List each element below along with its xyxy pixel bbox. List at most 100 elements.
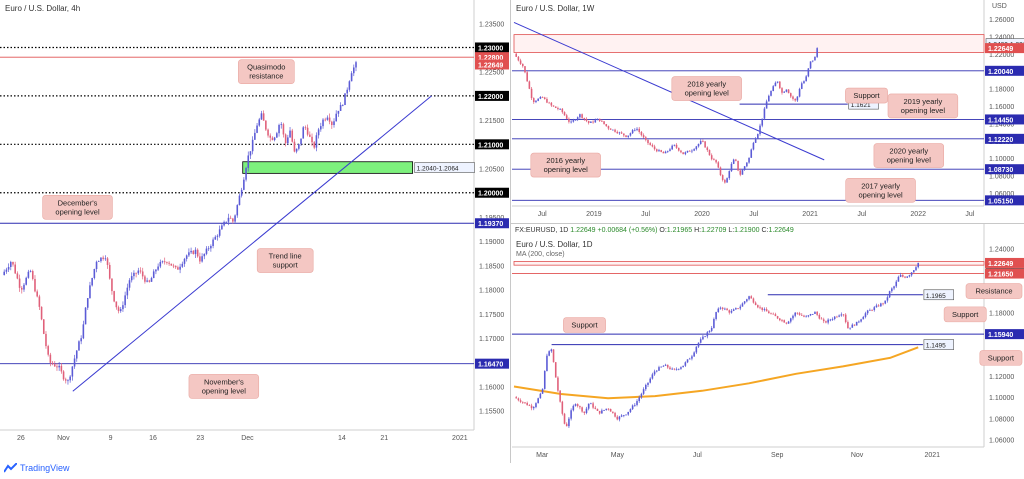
- chart-panel-1w[interactable]: 1.060001.080001.100001.120001.140001.160…: [512, 0, 1024, 222]
- x-tick-label: 2019: [586, 211, 602, 218]
- candle-body: [704, 141, 706, 148]
- chart-title: Euro / U.S. Dollar, 1D: [516, 240, 593, 249]
- candle-body: [587, 120, 590, 123]
- y-tick-label: 1.26000: [989, 17, 1014, 24]
- candle-body: [616, 131, 619, 134]
- candle-body: [304, 127, 307, 129]
- header-high: 1.22709: [701, 227, 727, 234]
- candle-body: [612, 411, 614, 413]
- candle-body: [818, 314, 821, 319]
- candle-body: [607, 408, 610, 410]
- candle-body: [849, 327, 851, 329]
- candle-body: [717, 308, 720, 313]
- candle-body: [655, 149, 658, 152]
- candle-body: [686, 359, 689, 363]
- candle-body: [620, 415, 623, 417]
- candle-body: [618, 132, 621, 134]
- candle-body: [754, 138, 757, 143]
- candle-body: [693, 149, 695, 151]
- annotation-text: opening level: [202, 386, 247, 395]
- candle-body: [759, 125, 761, 135]
- chart-symbol: FX:EURUSD, 1D: [515, 227, 569, 234]
- chart-1d-svg[interactable]: 1.060001.080001.100001.120001.140001.160…: [512, 224, 1024, 463]
- candle-body: [75, 350, 78, 359]
- candle-body: [759, 307, 761, 309]
- candle-body: [680, 150, 682, 153]
- candle-body: [598, 410, 601, 414]
- y-tick-label: 1.10000: [989, 395, 1014, 402]
- level-price-label: 1.22649: [988, 261, 1013, 268]
- candle-body: [306, 127, 309, 135]
- x-tick-label: Jul: [538, 211, 547, 218]
- candle-body: [148, 280, 151, 282]
- candle-body: [95, 261, 98, 270]
- level-price-label: 1.19370: [478, 221, 503, 228]
- candle-body: [607, 126, 610, 129]
- y-tick-label: 1.17500: [479, 312, 504, 319]
- candle-body: [49, 354, 52, 363]
- candle-body: [653, 371, 656, 375]
- x-tick-label: Jul: [965, 211, 974, 218]
- x-tick-label: Jul: [749, 211, 758, 218]
- candle-body: [754, 302, 757, 306]
- candle-body: [150, 278, 153, 282]
- candle-body: [728, 310, 731, 313]
- candle-body: [671, 368, 673, 370]
- tradingview-footer[interactable]: TradingView: [4, 463, 70, 473]
- candle-body: [159, 262, 162, 267]
- y-tick-label: 1.12000: [989, 374, 1014, 381]
- candle-body: [658, 150, 660, 152]
- candle-body: [515, 397, 517, 399]
- candle-body: [772, 86, 775, 91]
- candle-body: [203, 253, 206, 257]
- candle-body: [82, 324, 85, 339]
- candle-body: [746, 162, 748, 167]
- y-tick-label: 1.20500: [479, 167, 504, 174]
- annotation-text: Resistance: [975, 287, 1012, 296]
- candle-body: [537, 398, 539, 404]
- candle-body: [763, 108, 766, 119]
- candle-body: [313, 142, 316, 148]
- candle-body: [214, 236, 217, 240]
- candle-body: [192, 250, 195, 255]
- annotation-box: [887, 93, 959, 119]
- candle-body: [728, 171, 731, 179]
- candle-body: [119, 309, 122, 312]
- candle-body: [891, 288, 893, 292]
- candle-body: [20, 287, 23, 290]
- candle-body: [634, 404, 636, 406]
- candle-body: [212, 239, 214, 247]
- candle-body: [715, 312, 717, 319]
- y-tick-label: 1.14000: [989, 121, 1014, 128]
- candle-body: [590, 403, 592, 405]
- candle-body: [108, 264, 111, 279]
- candle-body: [618, 416, 621, 420]
- candle-body: [735, 308, 737, 310]
- tradingview-brand: TradingView: [20, 463, 70, 473]
- candle-body: [78, 341, 80, 351]
- candle-body: [223, 221, 225, 226]
- chart-panel-4h[interactable]: 1.155001.160001.165001.170001.175001.180…: [0, 0, 509, 446]
- candle-body: [645, 137, 647, 140]
- chart-panel-1d[interactable]: 1.060001.080001.100001.120001.140001.160…: [512, 224, 1024, 463]
- chart-1w-svg[interactable]: 1.060001.080001.100001.120001.140001.160…: [512, 0, 1024, 222]
- candle-body: [574, 119, 577, 121]
- x-tick-label: 21: [380, 435, 388, 442]
- candle-body: [629, 133, 632, 136]
- candle-body: [807, 68, 810, 77]
- chart-symbol-header: FX:EURUSD, 1D 1.22649 +0.00684 (+0.56%) …: [515, 227, 794, 234]
- candle-body: [601, 410, 603, 414]
- candle-body: [772, 313, 775, 315]
- candle-body: [12, 261, 14, 265]
- annotation-text: 2020 yearly: [889, 147, 928, 156]
- candle-body: [590, 121, 592, 123]
- candle-body: [106, 258, 109, 265]
- candle-body: [554, 106, 557, 108]
- candle-body: [550, 349, 553, 352]
- candle-body: [115, 301, 118, 308]
- candle-body: [89, 285, 91, 299]
- chart-4h-svg[interactable]: 1.155001.160001.165001.170001.175001.180…: [0, 0, 509, 446]
- candle-body: [695, 346, 698, 353]
- candle-body: [666, 364, 669, 368]
- candle-body: [730, 163, 733, 172]
